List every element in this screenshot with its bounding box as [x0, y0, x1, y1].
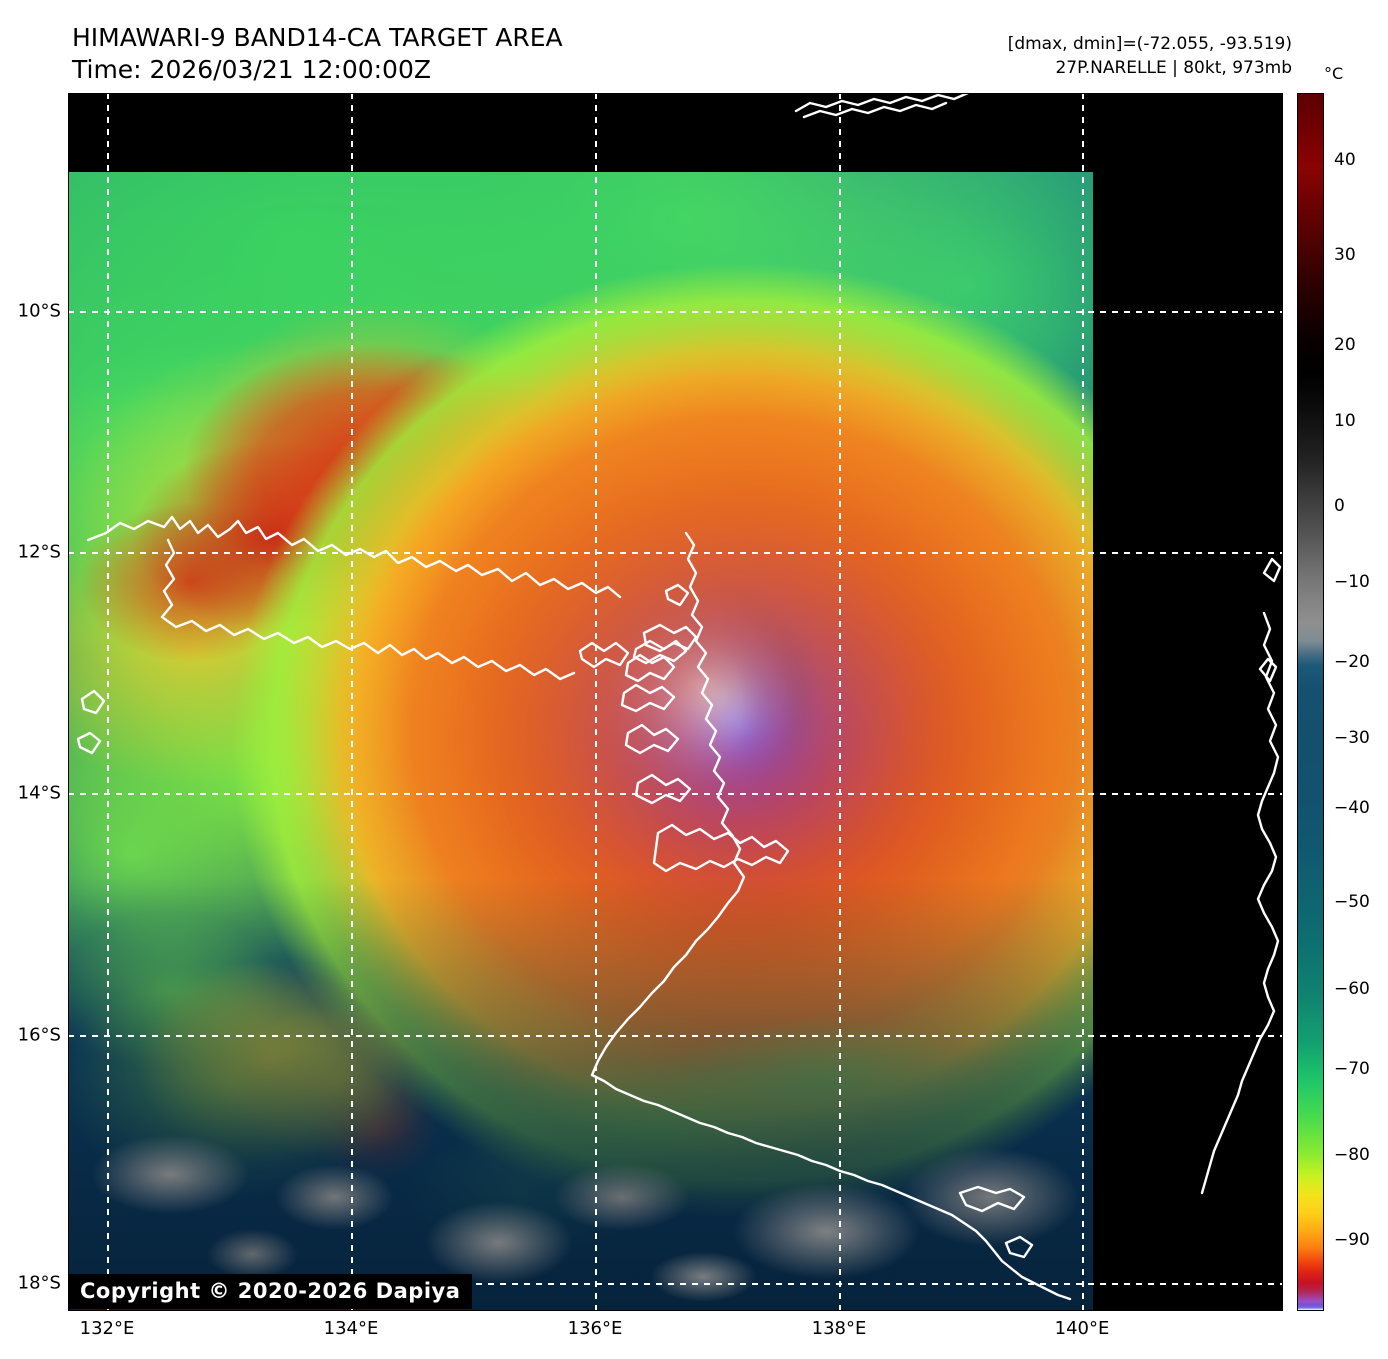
- colorbar-gradient: [1298, 94, 1323, 1310]
- data-minmax-label: [dmax, dmin]=(-72.055, -93.519): [1007, 34, 1292, 54]
- metadata-block: [dmax, dmin]=(-72.055, -93.519) 27P.NARE…: [1008, 32, 1292, 80]
- lat-tick-12s: 12°S: [17, 541, 61, 563]
- lat-tick-16s: 16°S: [17, 1024, 61, 1046]
- satellite-map[interactable]: Copyright © 2020-2026 Dapiya: [68, 93, 1283, 1311]
- cbar-tick-30: 30: [1334, 245, 1356, 265]
- lat-tick-10s: 10°S: [17, 300, 61, 322]
- copyright-banner: Copyright © 2020-2026 Dapiya: [68, 1274, 473, 1309]
- observation-time: Time: 2026/03/21 12:00:00Z: [72, 55, 431, 84]
- cbar-tick-m20: −20: [1334, 652, 1370, 672]
- infrared-raster: [68, 172, 1093, 1311]
- colorbar[interactable]: [1297, 93, 1324, 1311]
- lon-tick-140e: 140°E: [1054, 1318, 1110, 1339]
- cbar-tick-20: 20: [1334, 335, 1356, 355]
- lat-tick-14s: 14°S: [17, 782, 61, 804]
- cbar-tick-m40: −40: [1334, 798, 1370, 818]
- page-title: HIMAWARI-9 BAND14-CA TARGET AREA Time: 2…: [72, 22, 563, 86]
- cbar-tick-40: 40: [1334, 150, 1356, 170]
- cbar-tick-m90: −90: [1334, 1230, 1370, 1250]
- lon-tick-138e: 138°E: [811, 1318, 867, 1339]
- lon-tick-134e: 134°E: [323, 1318, 379, 1339]
- cbar-tick-m10: −10: [1334, 572, 1370, 592]
- cbar-tick-m60: −60: [1334, 979, 1370, 999]
- cbar-tick-0: 0: [1334, 496, 1345, 516]
- colorbar-unit-label: °C: [1324, 64, 1344, 83]
- cbar-tick-m80: −80: [1334, 1145, 1370, 1165]
- lat-tick-18s: 18°S: [17, 1272, 61, 1294]
- ir-layer-land: [68, 172, 1093, 1311]
- cbar-tick-m30: −30: [1334, 728, 1370, 748]
- cbar-tick-m50: −50: [1334, 892, 1370, 912]
- cbar-tick-m70: −70: [1334, 1059, 1370, 1079]
- lon-tick-132e: 132°E: [79, 1318, 135, 1339]
- cbar-tick-10: 10: [1334, 411, 1356, 431]
- product-title: HIMAWARI-9 BAND14-CA TARGET AREA: [72, 23, 563, 52]
- lon-tick-136e: 136°E: [567, 1318, 623, 1339]
- storm-info-label: 27P.NARELLE | 80kt, 973mb: [1055, 58, 1292, 78]
- coastline-overlay: [76, 93, 1282, 1301]
